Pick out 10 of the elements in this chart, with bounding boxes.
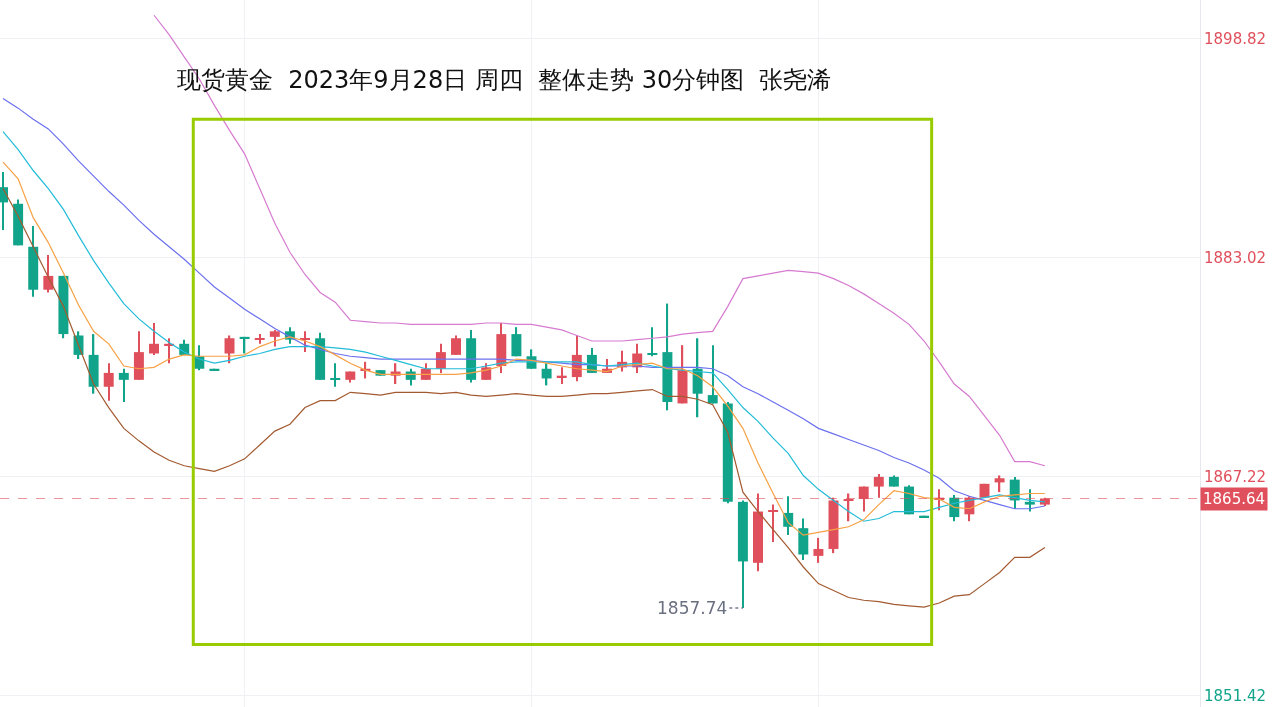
candlestick bbox=[330, 363, 341, 387]
annotation: 1857.74 bbox=[657, 598, 728, 618]
text: 现货黄金 2023年9月28日 周四 整体走势 30分钟图 张尧浠 bbox=[177, 66, 832, 94]
y-tick-label: 1883.02 bbox=[1204, 248, 1267, 267]
ref-line-label: 1865.64 bbox=[1203, 490, 1266, 508]
y-tick-label: 1851.42 bbox=[1204, 686, 1267, 705]
line-series bbox=[153, 14, 1046, 467]
y-tick-label: 1898.82 bbox=[1204, 29, 1267, 48]
y-tick-label: 1867.22 bbox=[1204, 467, 1267, 486]
candlestick bbox=[647, 327, 658, 357]
